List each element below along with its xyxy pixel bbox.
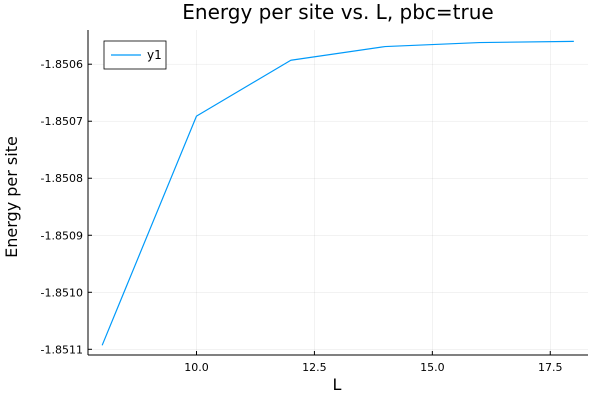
x-axis-label: L	[333, 375, 342, 394]
y-axis-label: Energy per site	[2, 136, 21, 258]
tick-labels: 10.0 12.5 15.0 17.5 -1.8511 -1.8510 -1.8509 -1.…	[41, 58, 563, 374]
series-lines	[101, 40, 574, 346]
x-tick-label-3: 17.5	[538, 361, 563, 374]
y-tick-label-1: -1.8510	[41, 286, 83, 299]
legend-label-y1: y1	[147, 48, 162, 62]
series-line-y1	[101, 40, 574, 346]
y-tick-label-2: -1.8509	[41, 229, 83, 242]
legend: y1	[103, 40, 167, 70]
y-tick-label-3: -1.8508	[41, 172, 83, 185]
axes	[87, 30, 588, 356]
y-tick-label-5: -1.8506	[41, 58, 83, 71]
grid-lines	[88, 30, 588, 355]
x-tick-label-1: 12.5	[302, 361, 327, 374]
x-tick-label-2: 15.0	[420, 361, 445, 374]
y-tick-label-0: -1.8511	[41, 343, 83, 356]
chart-title: Energy per site vs. L, pbc=true	[182, 0, 493, 24]
x-tick-label-0: 10.0	[184, 361, 209, 374]
y-tick-label-4: -1.8507	[41, 115, 83, 128]
